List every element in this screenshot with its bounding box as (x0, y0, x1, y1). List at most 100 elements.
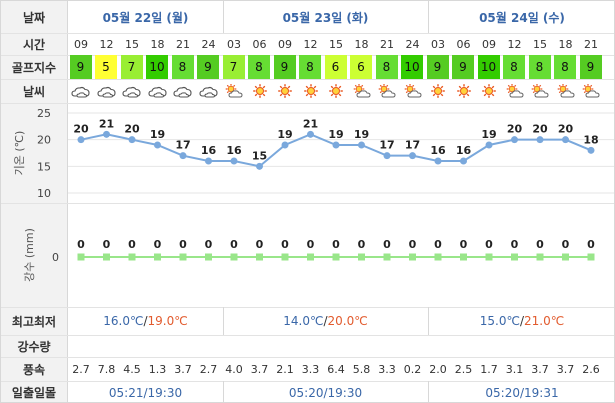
rain-amount-cell (69, 335, 93, 357)
day-1-sunset: 19:30 (147, 385, 183, 400)
day-3-sun: 05:20/19:31 (485, 385, 559, 400)
wind-speed-cell: 2.0 (429, 362, 447, 376)
time-cell: 18 (354, 37, 369, 51)
wind-speed-cell: 3.7 (556, 362, 575, 376)
rain-axis-label-cell (1, 203, 68, 307)
day-2-sunrise: 05:20 (288, 385, 324, 400)
temp-point (230, 157, 238, 165)
time-cell: 06 (456, 37, 471, 51)
temp-data-label: 16 (456, 144, 472, 157)
sunny-icon (426, 79, 451, 103)
time-cell: 21 (584, 37, 598, 51)
day-3-sunrise: 05:20 (485, 385, 520, 400)
rain-point (154, 253, 161, 261)
rain-point (460, 253, 467, 261)
rain-data-label: 0 (485, 238, 493, 251)
cloudy-icon (171, 79, 196, 103)
rain-amount-cell (350, 335, 374, 357)
rain-point (256, 253, 263, 261)
temp-data-label: 21 (99, 117, 114, 130)
sunny-icon (477, 79, 502, 103)
minmax-row-label: 최고최저 (1, 307, 68, 335)
golf-index-cell: 7 (120, 55, 143, 79)
temp-data-label: 19 (150, 128, 165, 141)
time-cell: 21 (380, 37, 394, 51)
temp-point (154, 141, 161, 149)
day-1-sun: 05:21/19:30 (108, 385, 183, 400)
time-cell: 09 (74, 37, 88, 51)
time-cell: 15 (329, 37, 343, 51)
day-2-low: 14.0℃ (283, 314, 324, 328)
day-3-sunset: 19:31 (524, 385, 559, 400)
rain-data-label: 0 (562, 238, 570, 251)
rain-amount-cell (579, 335, 603, 357)
temp-data-label: 21 (303, 117, 318, 130)
temp-point (307, 130, 314, 138)
golf-index-row-label: 골프지수 (1, 55, 68, 79)
temp-data-label: 17 (175, 139, 190, 152)
golf-index-cell: 8 (299, 55, 321, 79)
rain-amount-cell (426, 335, 450, 357)
temp-data-label: 20 (124, 123, 140, 136)
wind-speed-cell: 6.4 (327, 362, 345, 376)
temp-axis-label-cell (1, 103, 68, 203)
rain-point (511, 253, 518, 261)
wind-speed-cell: 3.3 (378, 362, 396, 376)
day-3-date: 05월 24일 (수) (479, 10, 565, 25)
time-cell: 24 (405, 37, 420, 51)
temp-point (103, 130, 110, 138)
wind-speed-cell: 3.1 (505, 362, 524, 376)
rain-point (307, 253, 314, 261)
temp-point (562, 136, 569, 144)
wind-speed-cell: 4.5 (123, 362, 141, 376)
rain-amount-cell (273, 335, 297, 357)
rain-amount-cell (299, 335, 323, 357)
temp-point (256, 162, 263, 170)
rain-amount-cell (528, 335, 552, 357)
temperature-chart: 기온 (℃) 10 15 20 25 20 21 20 19 17 16 16 15 19 21 19 19 1… (13, 107, 614, 200)
partly-cloudy-icon (528, 79, 553, 103)
wind-speed-cell: 3.7 (174, 362, 192, 376)
rain-data-label: 0 (434, 238, 442, 251)
temp-point (358, 141, 365, 149)
golf-index-cell: 5 (95, 55, 117, 79)
sunny-icon (273, 79, 298, 103)
rain-point (383, 253, 391, 261)
day-2-sun: 05:20/19:30 (288, 385, 363, 400)
partly-cloudy-icon (400, 79, 425, 103)
sunny-icon (451, 79, 476, 103)
wind-row-label: 풍속 (1, 357, 68, 381)
temp-tick-label: 25 (37, 107, 51, 120)
wind-speed-cell: 1.7 (480, 362, 498, 376)
wind-speed-cell: 2.7 (199, 362, 218, 376)
sunny-icon (247, 79, 272, 103)
rain-data-label: 0 (511, 238, 519, 251)
golf-index-cell: 10 (477, 55, 500, 79)
date-row-label: 날짜 (1, 1, 68, 33)
rain-amount-cell (477, 335, 501, 357)
golf-index-cell: 9 (69, 55, 92, 79)
temp-point (332, 141, 340, 149)
day-1-low: 16.0℃ (103, 314, 144, 328)
partly-cloudy-icon (502, 79, 527, 103)
golf-index-cell: 10 (146, 55, 168, 79)
wind-speed-cell: 1.3 (148, 362, 167, 376)
temp-data-label: 17 (405, 139, 420, 152)
temp-point (434, 157, 442, 165)
cloudy-icon (196, 79, 221, 103)
temp-data-label: 16 (430, 144, 446, 157)
rain-data-label: 0 (536, 238, 544, 251)
rain-data-label: 0 (154, 238, 162, 251)
sunny-icon (324, 79, 349, 103)
golf-index-cell: 8 (375, 55, 398, 79)
cloudy-icon (94, 79, 119, 103)
cloudy-icon (69, 79, 94, 103)
rain-data-label: 0 (256, 238, 264, 251)
day-2-high: 20.0℃ (327, 314, 368, 328)
rain-data-label: 0 (205, 238, 213, 251)
rain-point (485, 253, 493, 261)
rain-axis-label: 강수 (mm) (23, 228, 36, 282)
rain-amount-cell (452, 335, 476, 357)
time-cell: 21 (176, 37, 190, 51)
rain-data-label: 0 (77, 238, 85, 251)
